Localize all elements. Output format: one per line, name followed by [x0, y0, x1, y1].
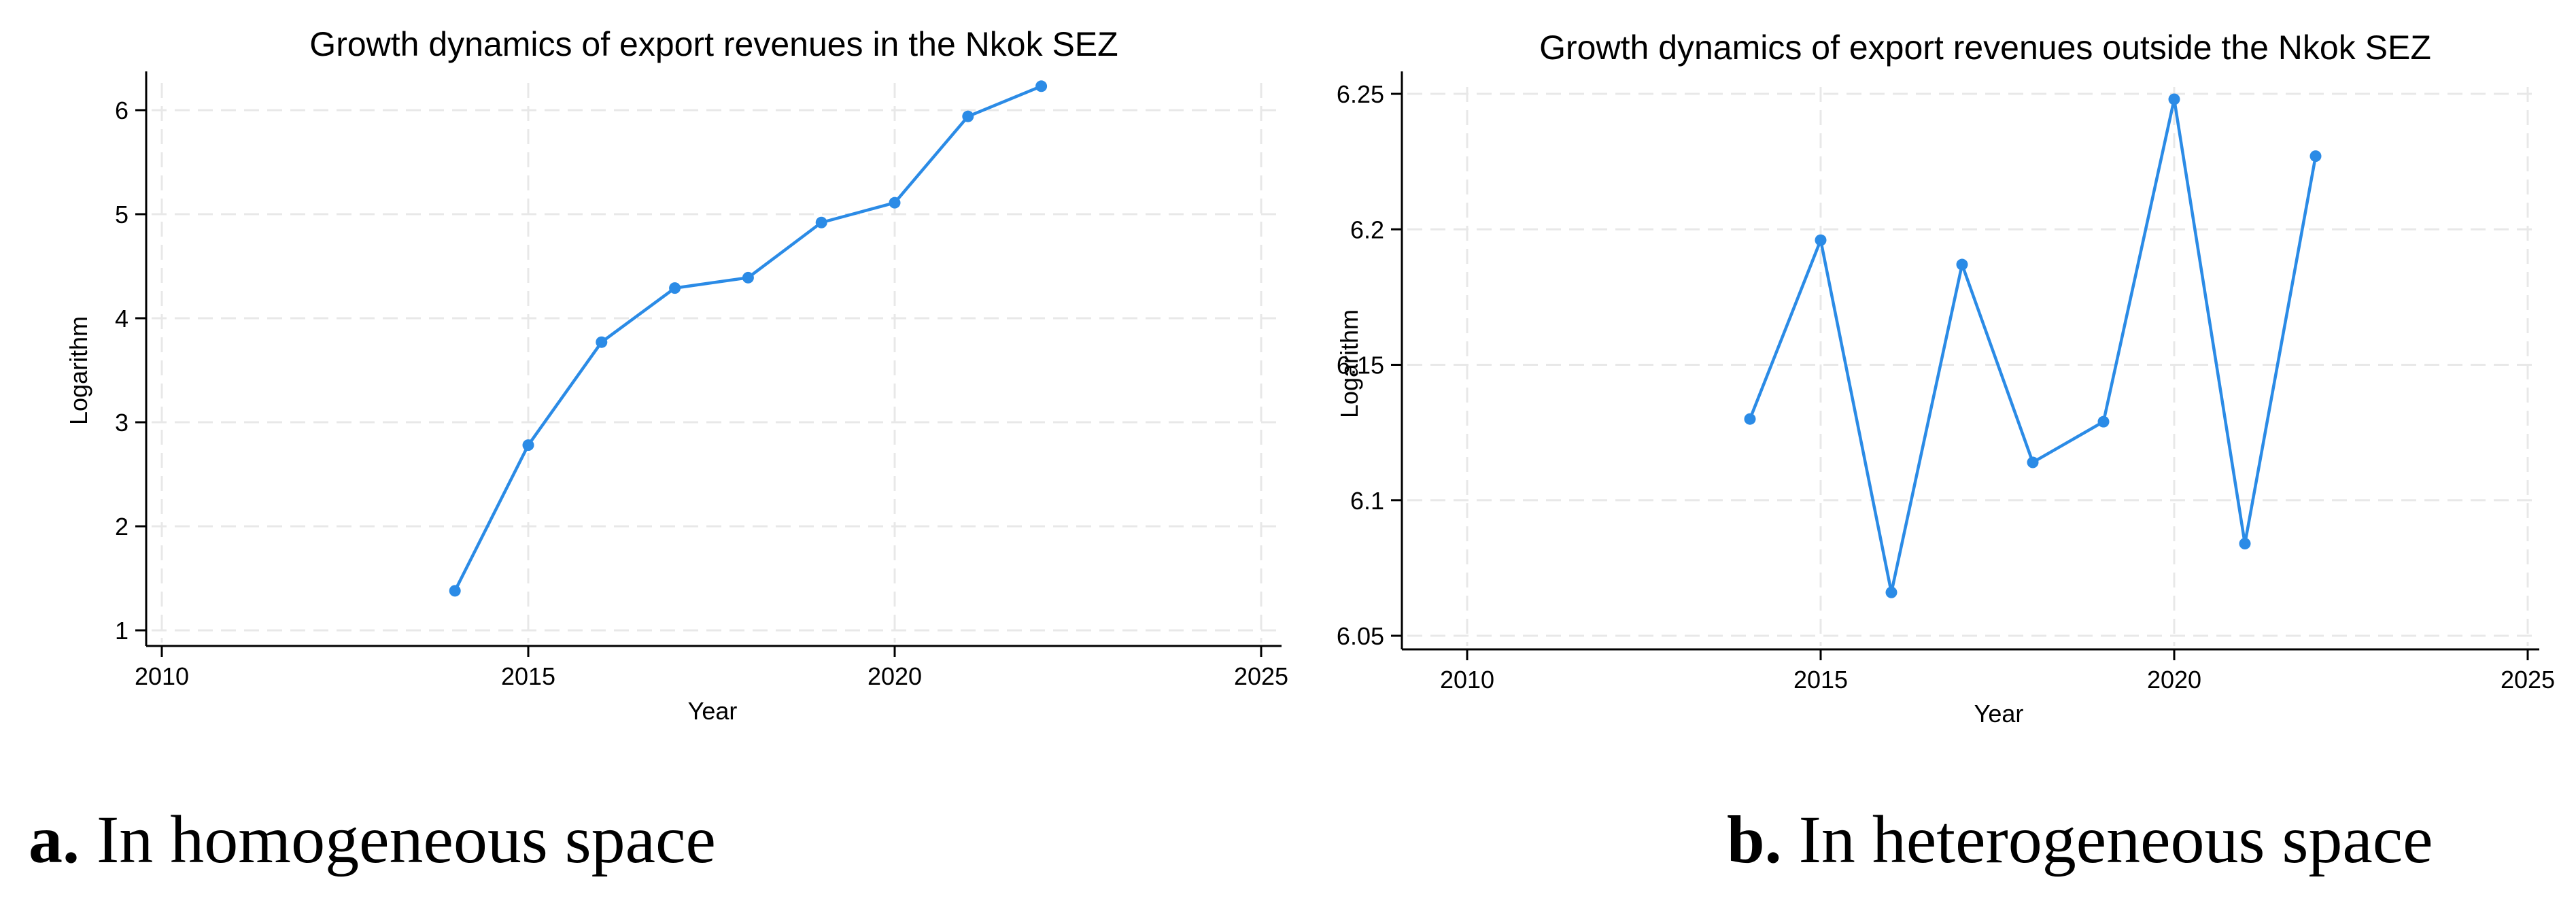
chart-a-point-2017 [669, 282, 681, 294]
chart-a-xtick-label-1: 2015 [501, 662, 555, 690]
chart-a-ytick-label-0: 1 [115, 617, 128, 645]
chart-b-point-2017 [1956, 258, 1968, 271]
chart-a-point-2019 [815, 216, 827, 228]
chart-b-point-2019 [2097, 415, 2110, 428]
chart-a-point-2021 [962, 110, 974, 122]
caption-b: b. In heterogeneous space [1727, 799, 2433, 881]
chart-b-xtick-label-3: 2025 [2501, 666, 2555, 694]
chart-a-ytick-label-4: 5 [115, 201, 128, 228]
chart-a-point-2018 [742, 271, 754, 284]
chart-b-point-2021 [2239, 538, 2251, 550]
caption-a-text: In homogeneous space [97, 802, 716, 877]
chart-b-ylabel: Logarithm [1335, 309, 1363, 418]
chart-a-ytick-label-3: 4 [115, 305, 128, 333]
chart-a-point-2020 [889, 197, 901, 209]
chart-b-point-2014 [1744, 413, 1756, 425]
chart-b-ytick-label-1: 6.1 [1350, 487, 1384, 515]
chart-b-title: Growth dynamics of export revenues outsi… [1539, 29, 2431, 67]
chart-a-point-2016 [596, 336, 608, 348]
chart-b-point-2020 [2168, 93, 2180, 105]
chart-a-series-line-0 [453, 84, 1042, 592]
chart-b-ytick-label-4: 6.25 [1337, 80, 1384, 108]
chart-b-ytick-label-0: 6.05 [1337, 622, 1384, 650]
chart-a-ylabel: Logarithm [65, 316, 92, 425]
chart-b-point-2018 [2027, 456, 2039, 468]
chart-b-xtick-label-0: 2010 [1440, 666, 1494, 694]
caption-b-label: b. [1727, 802, 1782, 877]
chart-b-point-2016 [1885, 586, 1897, 598]
chart-b-ytick-label-2: 6.15 [1337, 352, 1384, 379]
chart-a-title: Growth dynamics of export revenues in th… [309, 25, 1118, 63]
caption-a: a. In homogeneous space [29, 799, 716, 881]
chart-a-xtick-label-2: 2020 [868, 662, 922, 690]
chart-a-point-2015 [522, 439, 534, 452]
chart-b-xtick-label-2: 2020 [2147, 666, 2201, 694]
chart-a-ytick-label-5: 6 [115, 97, 128, 124]
chart-b-point-2015 [1815, 234, 1827, 246]
caption-a-label: a. [29, 802, 80, 877]
chart-a-ytick-label-2: 3 [115, 409, 128, 437]
chart-a-ytick-label-1: 2 [115, 513, 128, 541]
chart-a-xlabel: Year [688, 697, 738, 725]
chart-b-point-2022 [2309, 150, 2322, 163]
chart-a-xtick-label-0: 2010 [135, 662, 189, 690]
caption-b-text: In heterogeneous space [1798, 802, 2433, 877]
chart-b-xtick-label-1: 2015 [1793, 666, 1848, 694]
chart-a-xtick-label-3: 2025 [1234, 662, 1288, 690]
chart-b-ytick-label-3: 6.2 [1350, 216, 1384, 243]
chart-a-point-2022 [1035, 80, 1048, 92]
chart-b-xlabel: Year [1974, 700, 2024, 728]
chart-b-series-line-0 [1748, 97, 2318, 594]
chart-a-point-2014 [449, 585, 461, 597]
